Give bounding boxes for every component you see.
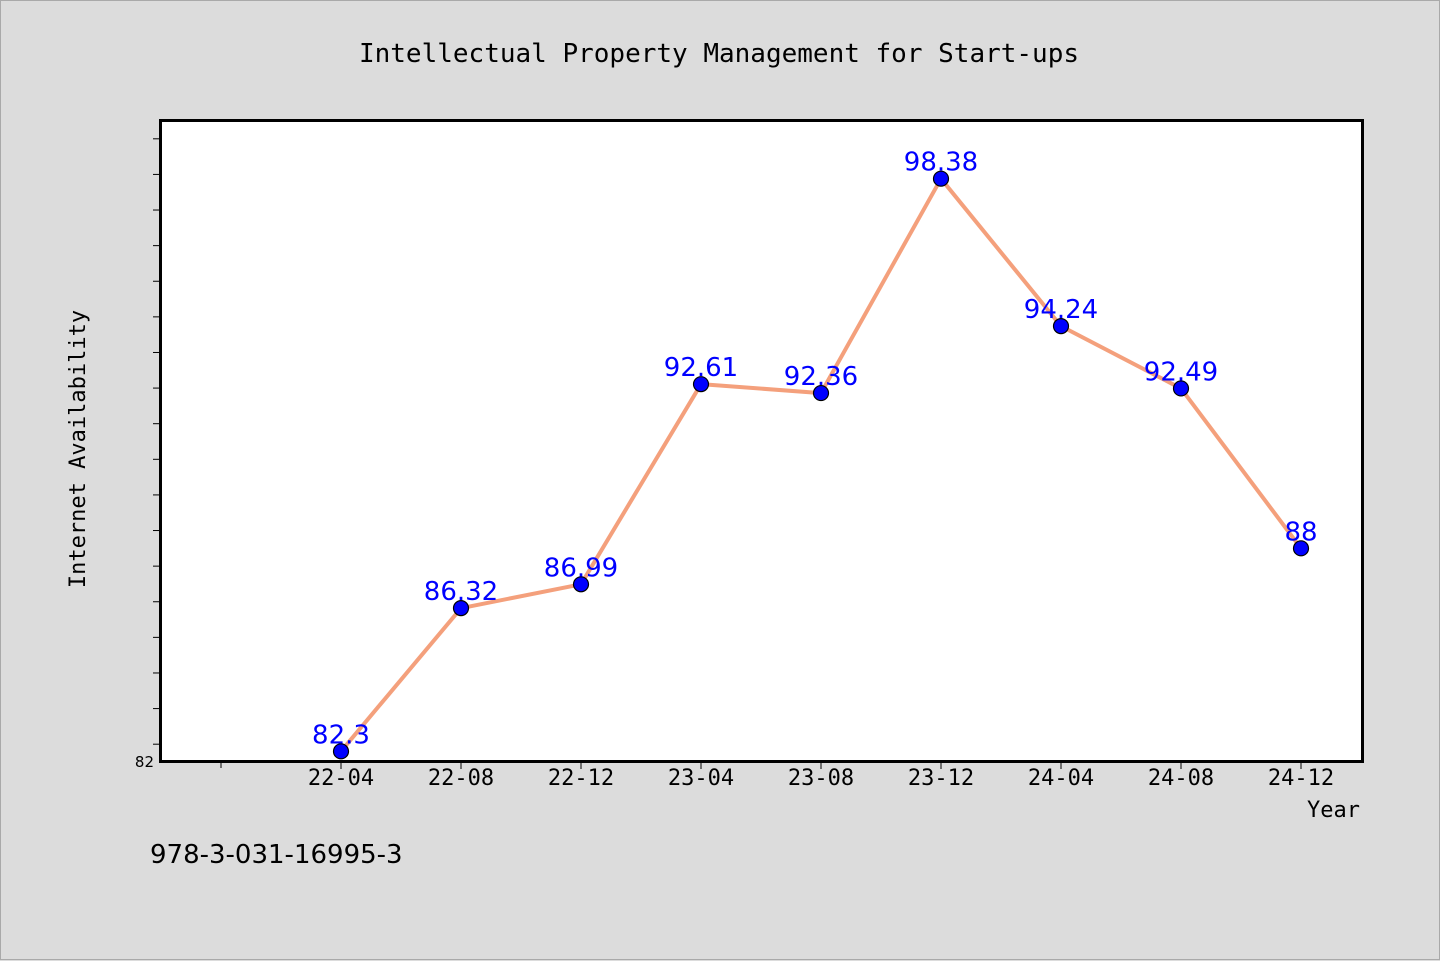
x-tick-label: 22-04 bbox=[308, 766, 374, 791]
chart-title: Intellectual Property Management for Sta… bbox=[359, 39, 1079, 69]
data-label: 82.3 bbox=[312, 720, 370, 750]
data-point bbox=[1292, 540, 1310, 557]
data-point bbox=[452, 600, 470, 617]
series: 82.3 86.32 86.99 92.61 92.36 98.38 94.24 92.49 8… bbox=[312, 148, 1318, 760]
data-label: 88 bbox=[1284, 517, 1317, 547]
data-label: 86.32 bbox=[424, 577, 498, 607]
x-tick-label: 23-04 bbox=[668, 766, 734, 791]
x-tick-label: 24-04 bbox=[1028, 766, 1094, 791]
data-label: 92.36 bbox=[784, 362, 858, 392]
data-label: 86.99 bbox=[544, 553, 618, 583]
x-tick-label: 23-08 bbox=[788, 766, 854, 791]
y-axis-ticks: 82 bbox=[135, 138, 161, 771]
data-label: 98.38 bbox=[904, 148, 978, 178]
x-axis-ticks: 22-04 22-08 22-12 23-04 23-08 23-12 24-04 24-08… bbox=[220, 762, 1334, 791]
x-tick-label: 22-12 bbox=[548, 766, 614, 791]
x-axis-title: Year bbox=[1307, 798, 1360, 823]
x-tick-label: 24-08 bbox=[1148, 766, 1214, 791]
plot-area bbox=[159, 119, 1364, 763]
data-point bbox=[332, 743, 350, 760]
y-tick-label: 82 bbox=[135, 753, 154, 771]
x-tick-label: 24-12 bbox=[1268, 766, 1334, 791]
data-point bbox=[1052, 318, 1070, 335]
y-axis-title: Internet Availability bbox=[66, 310, 91, 588]
data-point bbox=[812, 384, 830, 402]
isbn-text: 978-3-031-16995-3 bbox=[150, 840, 403, 870]
data-point bbox=[692, 376, 710, 393]
data-point bbox=[932, 170, 950, 187]
data-label: 92.49 bbox=[1144, 357, 1218, 387]
x-tick-label: 22-08 bbox=[428, 766, 494, 791]
x-tick-label: 23-12 bbox=[908, 766, 974, 791]
data-label: 92.61 bbox=[664, 353, 738, 383]
data-label: 94.24 bbox=[1024, 295, 1098, 325]
data-point bbox=[1172, 380, 1190, 397]
data-point bbox=[572, 576, 590, 593]
